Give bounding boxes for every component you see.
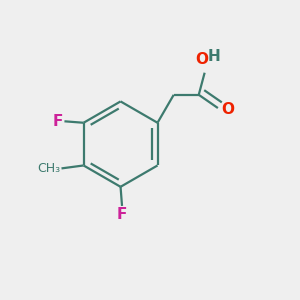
Text: O: O [221,102,234,117]
Text: CH₃: CH₃ [37,162,60,175]
Text: O: O [195,52,208,68]
Text: F: F [117,207,127,222]
Text: H: H [208,50,220,64]
Text: F: F [52,114,63,129]
